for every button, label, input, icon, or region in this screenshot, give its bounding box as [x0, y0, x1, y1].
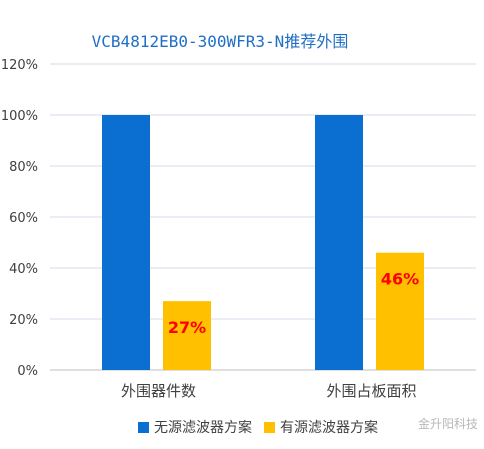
y-tick-label: 100%	[1, 109, 38, 124]
legend: 无源滤波器方案 有源滤波器方案	[138, 419, 378, 436]
y-tick-label: 40%	[9, 262, 38, 277]
legend-label: 有源滤波器方案	[280, 419, 378, 436]
data-label: 27%	[168, 318, 206, 337]
category-labels: 外围器件数 外围占板面积	[121, 382, 417, 400]
bar	[315, 115, 363, 370]
y-tick-label: 0%	[17, 364, 38, 379]
y-tick-label: 120%	[1, 58, 38, 73]
y-axis-ticks: 0% 20% 40% 60% 80% 100% 120%	[1, 58, 38, 379]
bar	[376, 252, 424, 370]
legend-swatch	[138, 422, 149, 433]
y-tick-label: 60%	[9, 211, 38, 226]
watermark-text: 金升阳科技	[418, 416, 478, 431]
legend-label: 无源滤波器方案	[154, 419, 252, 436]
chart-title: VCB4812EB0-300WFR3-N推荐外围	[92, 32, 349, 51]
y-tick-label: 80%	[9, 160, 38, 175]
bar	[102, 115, 150, 370]
legend-swatch	[264, 422, 275, 433]
data-label: 46%	[381, 270, 419, 289]
bars: 27% 46%	[102, 115, 424, 370]
bar	[163, 301, 211, 370]
category-label: 外围器件数	[121, 382, 196, 400]
category-label: 外围占板面积	[326, 382, 416, 400]
y-tick-label: 20%	[9, 313, 38, 328]
